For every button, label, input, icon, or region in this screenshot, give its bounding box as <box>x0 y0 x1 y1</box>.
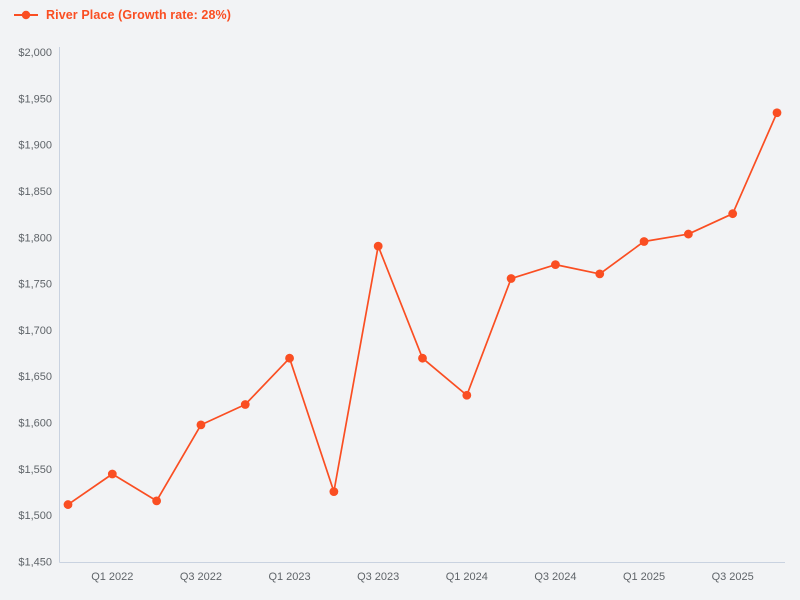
y-axis-tick-label: $2,000 <box>18 47 52 59</box>
y-axis-tick-labels: $1,450 $1,500 $1,550 $1,600 $1,650 $1,700 $1,7… <box>18 47 52 569</box>
x-axis-tick-label: Q1 2022 <box>91 571 133 583</box>
y-axis-tick-label: $1,650 <box>18 371 52 383</box>
y-axis-tick-label: $1,450 <box>18 557 52 569</box>
data-point-marker[interactable] <box>462 390 472 400</box>
legend-label: River Place (Growth rate: 28%) <box>46 8 232 22</box>
y-axis-tick-label: $1,900 <box>18 140 52 152</box>
axes-group <box>59 47 785 563</box>
data-point-marker[interactable] <box>506 274 516 283</box>
legend-line-dot-icon <box>14 10 38 20</box>
data-point-marker[interactable] <box>107 469 117 479</box>
data-point-marker[interactable] <box>728 209 738 219</box>
y-axis-tick-label: $1,750 <box>18 279 52 291</box>
x-axis-tick-label: Q3 2024 <box>534 571 576 583</box>
x-axis-tick-label: Q3 2025 <box>712 571 754 583</box>
series-group <box>63 108 782 509</box>
data-point-marker[interactable] <box>63 500 73 509</box>
data-point-marker[interactable] <box>152 496 162 506</box>
x-axis-tick-labels: Q1 2022 Q3 2022 Q1 2023 Q3 2023 Q1 2024 Q3 20… <box>91 571 754 583</box>
y-axis-tick-label: $1,700 <box>18 325 52 337</box>
data-point-marker[interactable] <box>373 241 383 251</box>
data-point-marker[interactable] <box>595 269 605 279</box>
data-point-marker[interactable] <box>196 420 206 430</box>
y-axis-tick-label: $1,600 <box>18 418 52 430</box>
x-axis-tick-label: Q1 2025 <box>623 571 665 583</box>
data-point-marker[interactable] <box>551 260 560 270</box>
y-axis-tick-label: $1,500 <box>18 510 52 522</box>
data-point-marker[interactable] <box>329 487 339 496</box>
y-axis-tick-label: $1,850 <box>18 186 52 198</box>
data-point-marker[interactable] <box>240 400 250 409</box>
x-axis-tick-label: Q1 2024 <box>446 571 488 583</box>
x-axis-tick-label: Q1 2023 <box>268 571 310 583</box>
data-point-marker[interactable] <box>418 353 427 363</box>
y-axis-tick-label: $1,950 <box>18 93 52 105</box>
data-point-marker[interactable] <box>639 237 649 246</box>
data-point-marker[interactable] <box>683 229 693 239</box>
x-axis-tick-label: Q3 2022 <box>180 571 222 583</box>
y-axis-tick-label: $1,800 <box>18 232 52 244</box>
x-axis-tick-label: Q3 2023 <box>357 571 399 583</box>
data-point-marker[interactable] <box>285 353 294 363</box>
series-line <box>67 111 778 506</box>
data-point-marker[interactable] <box>772 108 782 118</box>
y-axis-tick-label: $1,550 <box>18 464 52 476</box>
legend-item[interactable]: River Place (Growth rate: 28%) <box>13 8 231 22</box>
